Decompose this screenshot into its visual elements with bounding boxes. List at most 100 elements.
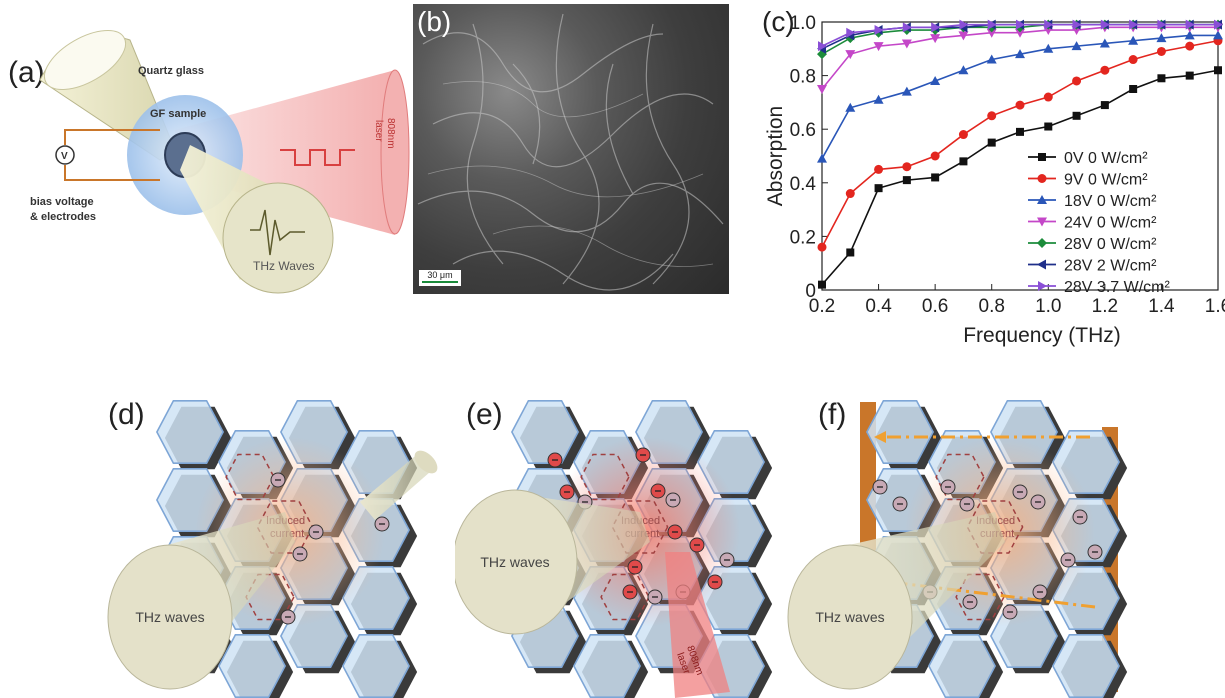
gf-sample-label: GF sample [150,108,206,120]
laser-beam [665,552,730,698]
x-tick-label: 0.8 [979,296,1005,317]
data-point [845,50,856,60]
thz-waves-label: THz Waves [253,259,315,273]
data-point [1016,19,1025,30]
data-point [1044,19,1054,30]
legend-swatch-marker [1037,174,1047,183]
data-point [1129,19,1139,30]
legend-swatch-marker [1037,238,1047,248]
data-point [1156,33,1167,43]
induced-current-loop [611,500,669,554]
data-point [1100,65,1110,75]
panel-f-label: (f) [818,398,847,431]
thz-detector-disc [222,182,334,294]
thz-waves-label: THz waves [480,554,549,570]
thz-beam-aperture [787,544,913,690]
induced-current-loop [966,500,1024,554]
hexagon-cell [155,400,225,464]
thz-waveform [250,209,305,256]
data-point [958,31,969,41]
thz-waves-label: THz waves [135,609,204,625]
data-point [846,27,856,38]
laser-beam [175,70,395,235]
scale-bar: 30 μm [419,270,461,286]
data-point [987,19,997,30]
data-point [1072,19,1082,30]
panel-c-label: (c) [762,6,795,37]
laser-label-line1: 808nm [385,118,396,149]
series-0 [818,66,1222,289]
data-point [1128,55,1138,65]
legend-entry: 9V 0 W/cm² [1064,172,1148,189]
data-point [901,39,912,49]
electrode-top [64,129,160,145]
scale-bar-label: 30 μm [427,270,453,280]
data-point [958,130,968,140]
data-point [874,184,883,193]
laser-label-line2: laser [373,120,384,142]
arrowhead [874,431,886,443]
data-point [1072,76,1082,86]
data-point [1214,66,1222,75]
voltmeter-label: V [61,151,68,162]
hexagon-cell [217,634,287,698]
data-point [846,248,855,257]
bias-voltage-label: bias voltage [30,196,94,208]
legend-swatch-marker [1038,153,1046,161]
data-point [1100,101,1109,110]
data-point [1016,127,1024,136]
data-point [817,85,827,94]
data-point [902,22,912,33]
data-point [1214,19,1223,30]
data-point [818,280,826,289]
data-point [931,173,940,182]
data-point [818,41,827,52]
data-point [817,242,827,252]
thz-exit-beam [360,452,430,520]
legend-swatch-marker [1037,195,1047,204]
data-point [874,25,884,36]
series-1 [817,36,1223,252]
data-point [1015,49,1025,59]
electrodes-label: & electrodes [30,211,96,223]
data-point [1015,28,1025,38]
legend-entry: 28V 2 W/cm² [1064,258,1157,275]
data-point [1015,100,1025,110]
data-point [873,94,884,104]
data-point [1213,30,1223,40]
induced-current-loop [600,573,650,621]
series-6 [818,19,1223,52]
quartz-glass-label: Quartz glass [138,65,204,77]
panel-a-label: (a) [8,56,45,89]
plot-frame [821,21,1219,291]
panel-f-lattice: InducedcurrentTHz waves [787,400,1128,698]
panel-e-lattice: Inducedcurrent808nmlaserTHz waves [455,400,773,698]
data-point [845,189,855,199]
data-point [1043,92,1053,102]
data-point [986,54,997,64]
data-point [930,34,941,44]
series-2 [817,30,1223,163]
legend-entry: 24V 0 W/cm² [1064,215,1157,232]
data-point [1185,19,1195,30]
induced-current-loop [225,453,275,501]
data-point [1129,85,1138,93]
data-point [958,65,969,75]
y-tick-label: 0.8 [790,67,816,88]
thz-beam-aperture [107,544,233,690]
x-tick-label: 0.6 [922,296,948,317]
data-point [1072,111,1081,120]
data-point [959,157,968,166]
data-point [1044,122,1053,131]
x-tick-label: 1.6 [1205,296,1225,317]
data-point [1157,74,1166,83]
panel-d-lattice: InducedcurrentTHz waves [107,400,438,698]
data-point [1099,38,1110,48]
data-point [931,22,941,33]
thz-exit-aperture [414,450,438,474]
panel-e-label: (e) [466,398,503,431]
y-tick-label: 0.4 [790,174,817,195]
panel-a-setup-diagram: 808nm laser THz Waves V Quartz glass GF … [30,30,410,294]
legend-swatch-marker [1037,259,1046,270]
x-tick-label: 1.4 [1148,296,1175,317]
